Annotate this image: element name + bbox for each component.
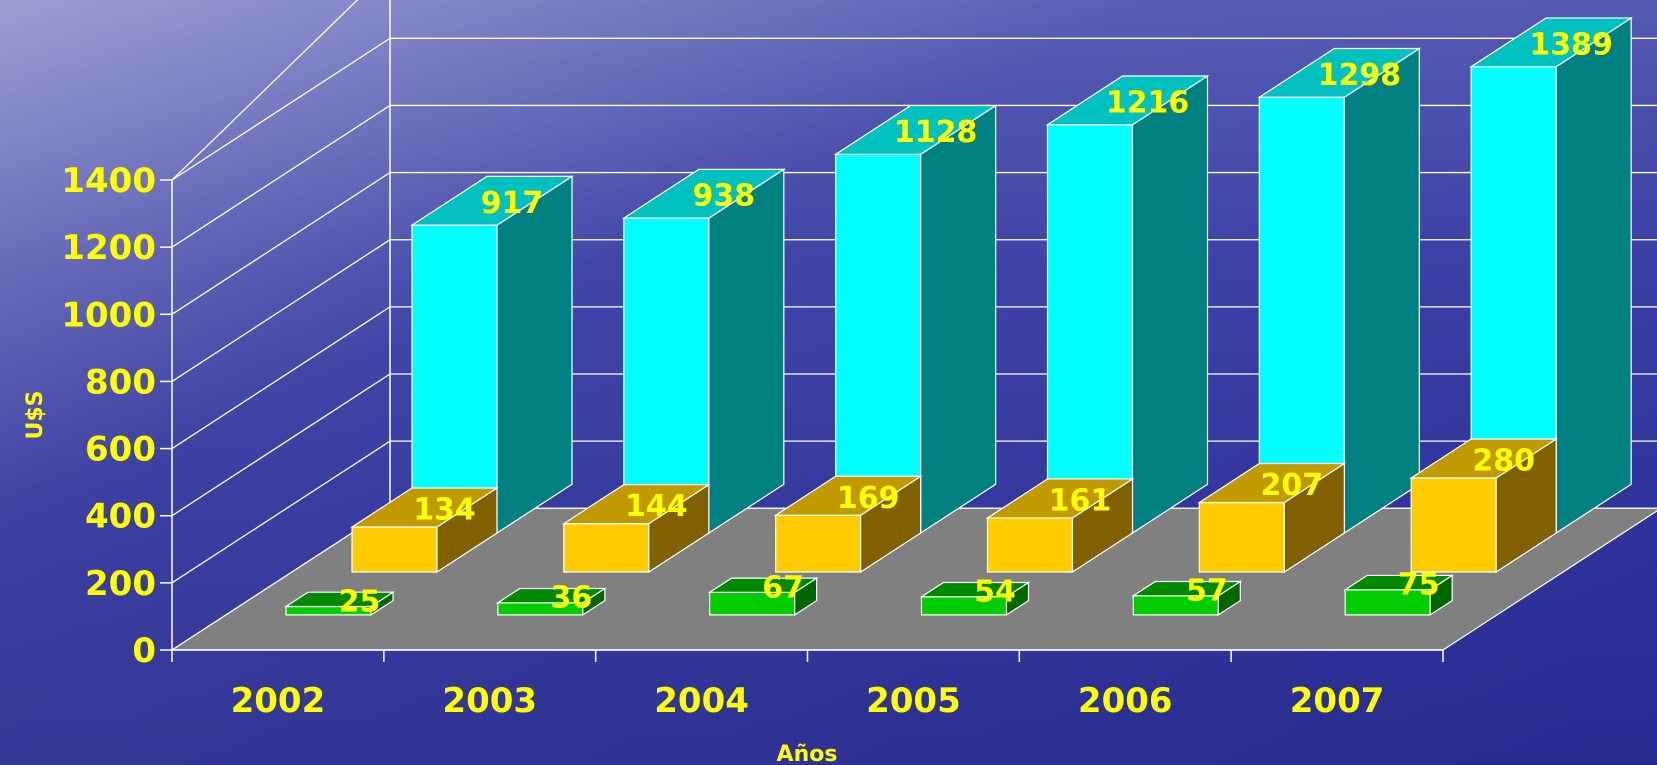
side-wall-top xyxy=(171,0,359,181)
data-label: 57 xyxy=(1186,574,1228,609)
bar-top xyxy=(283,591,396,608)
bar-2007-series-1 xyxy=(1469,16,1634,535)
bar-side xyxy=(496,175,573,535)
data-label: 1128 xyxy=(894,115,978,150)
bar-front xyxy=(411,224,498,534)
data-label: 75 xyxy=(1398,568,1440,603)
data-label: 1298 xyxy=(1318,58,1402,93)
bar-2003-series-3 xyxy=(495,587,607,617)
data-label: 161 xyxy=(1049,483,1112,518)
bar-2003-series-2 xyxy=(561,483,711,574)
x-tick-label: 2005 xyxy=(866,681,961,721)
bar-2005-series-1 xyxy=(1045,74,1210,535)
side-gridline xyxy=(171,172,391,315)
side-gridline xyxy=(171,440,391,584)
y-tick-label: 400 xyxy=(85,497,156,537)
bar-2006-series-1 xyxy=(1257,47,1422,535)
bar-top xyxy=(707,577,819,594)
bar-2007-series-2 xyxy=(1409,437,1559,574)
bar-side xyxy=(920,104,997,535)
bar-top xyxy=(409,175,575,226)
data-label: 917 xyxy=(481,186,544,221)
bar-top xyxy=(1257,47,1422,98)
bar-top xyxy=(561,484,711,525)
bar-2002-series-1 xyxy=(409,175,575,535)
bar-top xyxy=(349,487,500,528)
bar-top xyxy=(1409,438,1559,479)
data-label: 169 xyxy=(837,481,900,516)
bar-front xyxy=(1198,501,1285,573)
bar-2004-series-2 xyxy=(773,475,923,574)
y-tick-label: 1200 xyxy=(61,228,156,268)
side-gridline xyxy=(171,306,391,450)
bar-2004-series-3 xyxy=(707,577,819,617)
bar-top xyxy=(773,475,923,516)
bar-side xyxy=(1131,74,1209,535)
bar-side xyxy=(1343,47,1420,535)
y-tick-label: 1000 xyxy=(61,295,156,335)
bar-top xyxy=(1469,17,1634,68)
bar-2003-series-1 xyxy=(621,168,786,535)
side-gridline xyxy=(171,104,391,248)
bar-top xyxy=(919,581,1031,598)
side-gridline xyxy=(171,373,391,517)
chart-labels: 0 200 400 600 800 1000 1200 1400 2002 2003 2004 200… xyxy=(61,27,1613,721)
data-label: 280 xyxy=(1472,444,1535,479)
bar-side xyxy=(708,168,785,535)
bar-top xyxy=(985,478,1135,519)
bar-2006-series-3 xyxy=(1131,580,1243,617)
data-label: 1389 xyxy=(1529,27,1613,62)
x-axis-title: Años xyxy=(777,742,838,765)
y-tick-label: 800 xyxy=(85,362,156,402)
bar-2004-series-1 xyxy=(833,104,998,535)
data-label: 25 xyxy=(339,584,381,619)
data-label: 144 xyxy=(625,489,688,524)
bar-top xyxy=(621,168,786,219)
x-tick-label: 2003 xyxy=(442,681,537,721)
data-label: 54 xyxy=(974,575,1016,610)
bar-front xyxy=(1410,477,1497,573)
bar-front xyxy=(1046,124,1134,534)
bar-front xyxy=(563,523,650,573)
x-tick-label: 2004 xyxy=(654,681,749,721)
side-gridline xyxy=(171,239,391,382)
bar-top xyxy=(1197,462,1347,504)
bar-top xyxy=(495,587,607,604)
bar-2002-series-2 xyxy=(349,486,500,574)
bar-2002-series-3 xyxy=(283,591,396,617)
y-tick-label: 600 xyxy=(85,430,156,470)
bar-top xyxy=(1045,75,1210,126)
side-gridline xyxy=(171,37,391,181)
bar-front xyxy=(351,526,438,573)
bar-top xyxy=(1343,574,1455,591)
chart-bars xyxy=(283,16,1634,617)
bar-top xyxy=(833,104,998,155)
bar-front xyxy=(986,517,1074,573)
data-label: 1216 xyxy=(1106,85,1190,120)
y-tick-label: 1400 xyxy=(61,161,156,201)
data-label: 207 xyxy=(1261,468,1324,503)
y-tick-label: 200 xyxy=(85,564,156,604)
bar-top xyxy=(1131,580,1243,597)
bar-front xyxy=(775,514,862,573)
x-tick-label: 2006 xyxy=(1078,681,1173,721)
x-tick-label: 2002 xyxy=(231,681,326,721)
bar-2006-series-2 xyxy=(1197,462,1347,574)
data-label: 36 xyxy=(550,581,592,616)
y-tick-label: 0 xyxy=(132,631,156,671)
bar-2005-series-2 xyxy=(985,477,1135,574)
data-label: 938 xyxy=(693,179,756,214)
data-label: 134 xyxy=(413,493,476,528)
bar-2007-series-3 xyxy=(1343,574,1455,617)
x-tick-label: 2007 xyxy=(1290,681,1385,721)
bar-2005-series-3 xyxy=(919,581,1031,617)
bar-side xyxy=(1555,16,1632,535)
y-axis-title: U$S xyxy=(23,390,48,439)
data-label: 67 xyxy=(762,570,804,605)
